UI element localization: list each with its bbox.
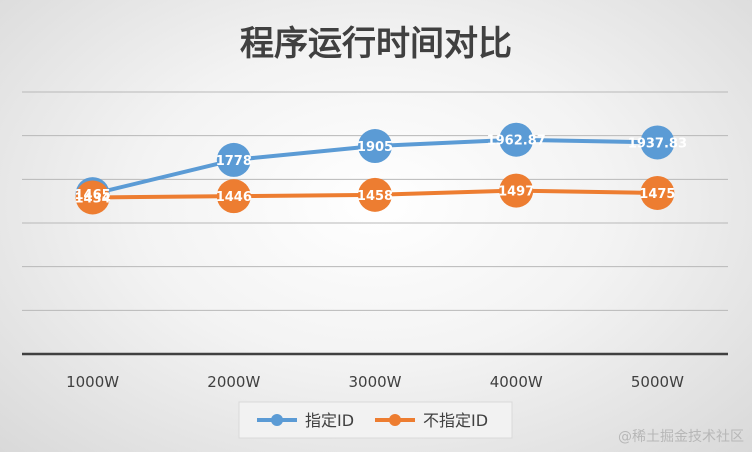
legend-label: 不指定ID [423, 411, 488, 430]
x-tick-label: 4000W [490, 373, 543, 391]
data-label-0: 1937.83 [628, 136, 687, 151]
x-tick-label: 2000W [207, 373, 260, 391]
data-point-1 [640, 175, 675, 210]
data-label-0: 1465 [75, 188, 111, 203]
data-label-1: 1497 [498, 185, 534, 200]
legend-marker [389, 414, 401, 426]
data-point-1 [358, 177, 392, 212]
chart-title: 程序运行时间对比 [240, 24, 512, 64]
data-label-1: 1434 [75, 191, 111, 206]
data-label-0: 1905 [357, 140, 393, 155]
data-label-1: 1458 [357, 189, 393, 204]
x-tick-label: 1000W [66, 373, 119, 391]
data-point-1 [75, 180, 110, 215]
x-axis: 1000W 2000W 3000W 4000W 5000W [22, 352, 728, 391]
data-point-1 [499, 173, 534, 208]
legend-marker [271, 414, 283, 426]
data-point-1 [216, 179, 251, 214]
series-lines: 1465 1778 1905 1962.87 1937.83 1434 1446 1458 14… [75, 122, 687, 215]
x-tick-label: 3000W [348, 373, 401, 391]
x-tick-label: 5000W [631, 373, 684, 391]
data-label-1: 1446 [216, 190, 252, 205]
data-point-0 [358, 129, 392, 164]
data-point-0 [499, 122, 534, 157]
data-point-0 [640, 125, 675, 160]
data-label-1: 1475 [639, 187, 675, 202]
watermark: @稀土掘金技术社区 [618, 429, 744, 445]
data-label-0: 1778 [216, 154, 252, 169]
data-point-0 [216, 142, 251, 177]
legend-label: 指定ID [305, 411, 354, 430]
data-label-0: 1962.87 [487, 134, 546, 149]
legend: 指定ID 不指定ID [238, 401, 513, 439]
